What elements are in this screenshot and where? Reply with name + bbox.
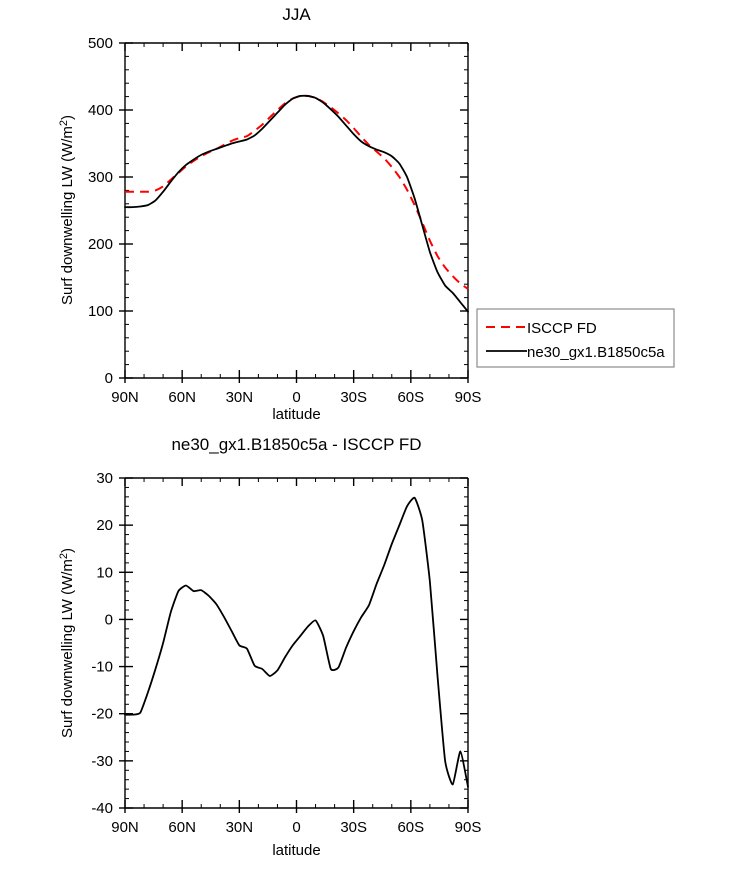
xtick-label: 30N	[226, 389, 254, 406]
top-ylabel-main: Surf downwelling LW (W/m	[59, 126, 76, 305]
xtick-label: 90N	[111, 819, 139, 836]
ytick-label: 10	[96, 564, 113, 581]
xtick-label: 30N	[226, 819, 254, 836]
legend-label-model: ne30_gx1.B1850c5a	[527, 344, 665, 361]
ytick-label: 0	[105, 370, 113, 387]
top-panel-tick-labels: 90N 60N 30N 0 30S 60S 90S 0 100 200 300 400 500	[88, 35, 481, 406]
ytick-label: -30	[91, 753, 113, 770]
xtick-label: 60N	[168, 819, 196, 836]
top-panel-ylabel: Surf downwelling LW (W/m2)	[58, 115, 76, 305]
top-panel: JJA 90N 60N 30N 0 30S 60S 90S0100200300400500 …	[58, 5, 481, 423]
legend: ISCCP FD ne30_gx1.B1850c5a	[476, 308, 675, 368]
ytick-label: -40	[91, 800, 113, 817]
bottom-panel-ylabel: Surf downwelling LW (W/m2)	[58, 548, 76, 738]
model-curve-top	[124, 94, 469, 313]
xtick-label: 0	[292, 389, 300, 406]
xtick-label: 90S	[455, 819, 482, 836]
xtick-label: 30S	[340, 389, 367, 406]
bottom-panel-title: ne30_gx1.B1850c5a - ISCCP FD	[171, 435, 421, 454]
ytick-label: 200	[88, 236, 113, 253]
xtick-label: 60S	[397, 389, 424, 406]
svg-text:Surf downwelling LW (W/m2): Surf downwelling LW (W/m2)	[58, 115, 76, 305]
ytick-label: 100	[88, 303, 113, 320]
top-ylabel-tail: )	[59, 115, 76, 120]
legend-label-isccp-fd: ISCCP FD	[527, 320, 597, 337]
ytick-label: 20	[96, 517, 113, 534]
xtick-label: 30S	[340, 819, 367, 836]
ytick-label: 0	[105, 611, 113, 628]
xtick-label: 90N	[111, 389, 139, 406]
bottom-panel: ne30_gx1.B1850c5a - ISCCP FD 90N 60N 30N 0 3…	[58, 435, 481, 859]
ytick-label: 500	[88, 35, 113, 52]
xtick-label: 60S	[397, 819, 424, 836]
bottom-panel-tick-labels: 90N 60N 30N 0 30S 60S 90S -40 -30 -20 -10 0 10 20 30	[91, 470, 481, 836]
xtick-label: 60N	[168, 389, 196, 406]
svg-text:Surf downwelling LW (W/m2): Surf downwelling LW (W/m2)	[58, 548, 76, 738]
top-ylabel-superscript: 2	[58, 120, 70, 126]
xtick-label: 90S	[455, 389, 482, 406]
ytick-label: 30	[96, 470, 113, 487]
bottom-ylabel-main: Surf downwelling LW (W/m	[59, 559, 76, 738]
xtick-label: 0	[292, 819, 300, 836]
ytick-label: -20	[91, 706, 113, 723]
bottom-panel-xlabel: latitude	[272, 842, 320, 859]
isccp-fd-curve-top	[125, 94, 469, 290]
top-panel-xlabel: latitude	[272, 406, 320, 423]
legend-box	[476, 308, 675, 368]
ytick-label: -10	[91, 659, 113, 676]
bottom-ylabel-superscript: 2	[58, 553, 70, 559]
bottom-panel-axes	[119, 477, 469, 813]
top-panel-axes	[119, 42, 469, 383]
bottom-ylabel-tail: )	[59, 548, 76, 553]
ytick-label: 400	[88, 102, 113, 119]
ytick-label: 300	[88, 169, 113, 186]
top-panel-title: JJA	[282, 5, 311, 24]
difference-curve	[124, 496, 469, 788]
